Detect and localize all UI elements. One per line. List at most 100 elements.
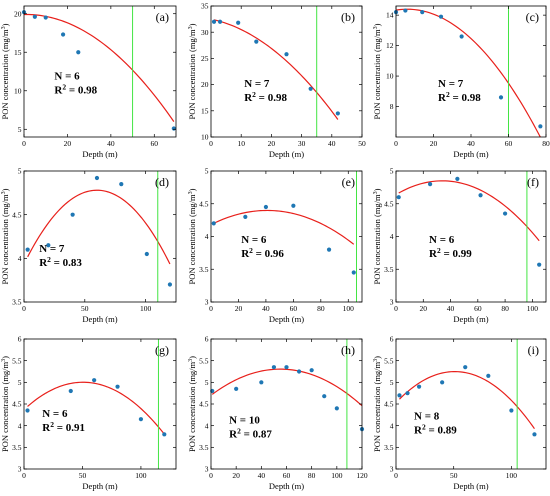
data-point [427, 182, 433, 187]
r-squared-sup: 2 [50, 420, 54, 429]
x-tick-label: 40 [262, 304, 270, 313]
x-tick-label: 40 [447, 304, 455, 313]
x-tick-label: 0 [209, 471, 213, 480]
y-tick-label: 30 [201, 28, 209, 37]
subplot-d: 0 50 100 3.5 4 4.5 5 Depth (m) PON concentration… [0, 167, 177, 324]
r-squared: R2 = 0.98 [54, 82, 97, 96]
sample-count: N = 10 [229, 415, 260, 427]
y-label-sup: 3 [1, 26, 7, 29]
data-point [92, 378, 97, 383]
fit-curve [24, 13, 175, 122]
data-point [271, 365, 277, 370]
r-squared-value: = 0.89 [426, 425, 458, 437]
r-squared-symbol: R [244, 92, 253, 104]
panel-label: (h) [341, 343, 355, 357]
y-label-text-end: ) [187, 23, 197, 26]
r-squared-sup: 2 [249, 246, 253, 255]
y-tick-label: 12 [386, 41, 394, 50]
x-tick-label: 100 [331, 471, 343, 480]
y-tick-label: 6 [205, 335, 209, 344]
x-tick-label: 100 [135, 471, 147, 480]
fit-curve [213, 209, 355, 245]
axes-frame [210, 338, 363, 470]
data-point [46, 243, 51, 248]
panel-label: (i) [528, 343, 539, 357]
sample-count: N = 6 [54, 70, 80, 82]
data-point [486, 373, 491, 378]
subplot-g: 0 50 100 3 3.5 4 4.5 5 5.5 6 Depth (m) PON concentr… [0, 335, 177, 491]
y-tick-label: 4.5 [12, 400, 22, 409]
data-point [211, 19, 217, 24]
r-squared-symbol: R [438, 92, 447, 104]
sample-count: N = 7 [244, 78, 270, 90]
y-axis-label: PON concentration (mg/m3) [187, 188, 197, 284]
data-point [309, 368, 314, 373]
y-label-text: PON concentration (mg/m [372, 29, 382, 120]
y-label-sup: 3 [188, 26, 194, 29]
sample-count: N = 7 [438, 78, 464, 90]
data-point [234, 386, 239, 391]
r-squared-symbol: R [429, 248, 438, 260]
y-label-text-end: ) [187, 356, 197, 359]
y-tick-label: 6 [390, 335, 394, 344]
data-point [115, 384, 120, 389]
r-squared-symbol: R [229, 429, 238, 441]
y-tick-label: 4 [205, 232, 209, 241]
x-tick-label: 20 [235, 304, 243, 313]
y-tick-label: 4.5 [384, 400, 394, 409]
data-point [463, 365, 468, 370]
x-tick-label: 20 [232, 471, 240, 480]
y-tick-label: 4.5 [12, 210, 22, 219]
y-axis-label: PON concentration (mg/m3) [0, 23, 10, 119]
x-tick-label: 10 [237, 139, 245, 148]
data-point [284, 365, 289, 370]
x-tick-label: 50 [79, 471, 87, 480]
y-tick-label: 4 [18, 254, 22, 263]
x-tick-label: 60 [151, 139, 159, 148]
x-axis-label: Depth (m) [269, 314, 304, 324]
data-point [308, 86, 313, 91]
y-label-sup: 3 [373, 26, 379, 29]
data-point [498, 95, 504, 100]
sample-count: N = 6 [42, 408, 68, 420]
data-point [119, 182, 124, 187]
x-tick-label: 0 [22, 471, 26, 480]
data-point [68, 388, 73, 394]
y-tick-label: 3.5 [199, 265, 209, 274]
data-point [351, 270, 356, 275]
subplot-a: 0 20 40 60 5 10 15 20 Depth (m) PON concentration… [0, 5, 177, 159]
y-tick-label: 3.5 [384, 265, 394, 274]
axes-frame [23, 338, 177, 470]
r-squared: R2 = 0.98 [244, 90, 287, 104]
y-tick-label: 20 [201, 80, 209, 89]
data-point [211, 221, 216, 226]
y-tick-label: 4.5 [199, 199, 209, 208]
axes-frame [210, 5, 363, 138]
data-point [440, 380, 445, 385]
y-tick-label: 5.5 [384, 356, 394, 365]
y-label-text-end: ) [0, 356, 10, 359]
fit-curve [27, 381, 165, 435]
x-tick-label: 50 [358, 139, 366, 148]
y-axis-label: PON concentration (mg/m3) [187, 356, 197, 452]
panel-label: (c) [526, 10, 539, 24]
data-point [60, 32, 66, 37]
x-tick-label: 100 [343, 304, 355, 313]
x-tick-label: 60 [505, 139, 513, 148]
y-axis-label: PON concentration (mg/m3) [0, 188, 10, 284]
data-point [478, 193, 483, 198]
y-tick-label: 5 [205, 378, 209, 387]
y-tick-label: 5 [205, 167, 209, 176]
y-tick-label: 3 [205, 298, 209, 307]
data-point [162, 432, 167, 437]
y-label-sup: 3 [188, 359, 194, 362]
data-point [25, 247, 30, 252]
y-axis-label: PON concentration (mg/m3) [372, 188, 382, 284]
data-point [217, 19, 223, 24]
data-point [455, 176, 460, 181]
y-tick-label: 3.5 [384, 443, 394, 452]
y-tick-label: 5 [390, 167, 394, 176]
data-point [94, 175, 100, 181]
data-point [509, 408, 514, 413]
x-tick-label: 50 [450, 471, 458, 480]
